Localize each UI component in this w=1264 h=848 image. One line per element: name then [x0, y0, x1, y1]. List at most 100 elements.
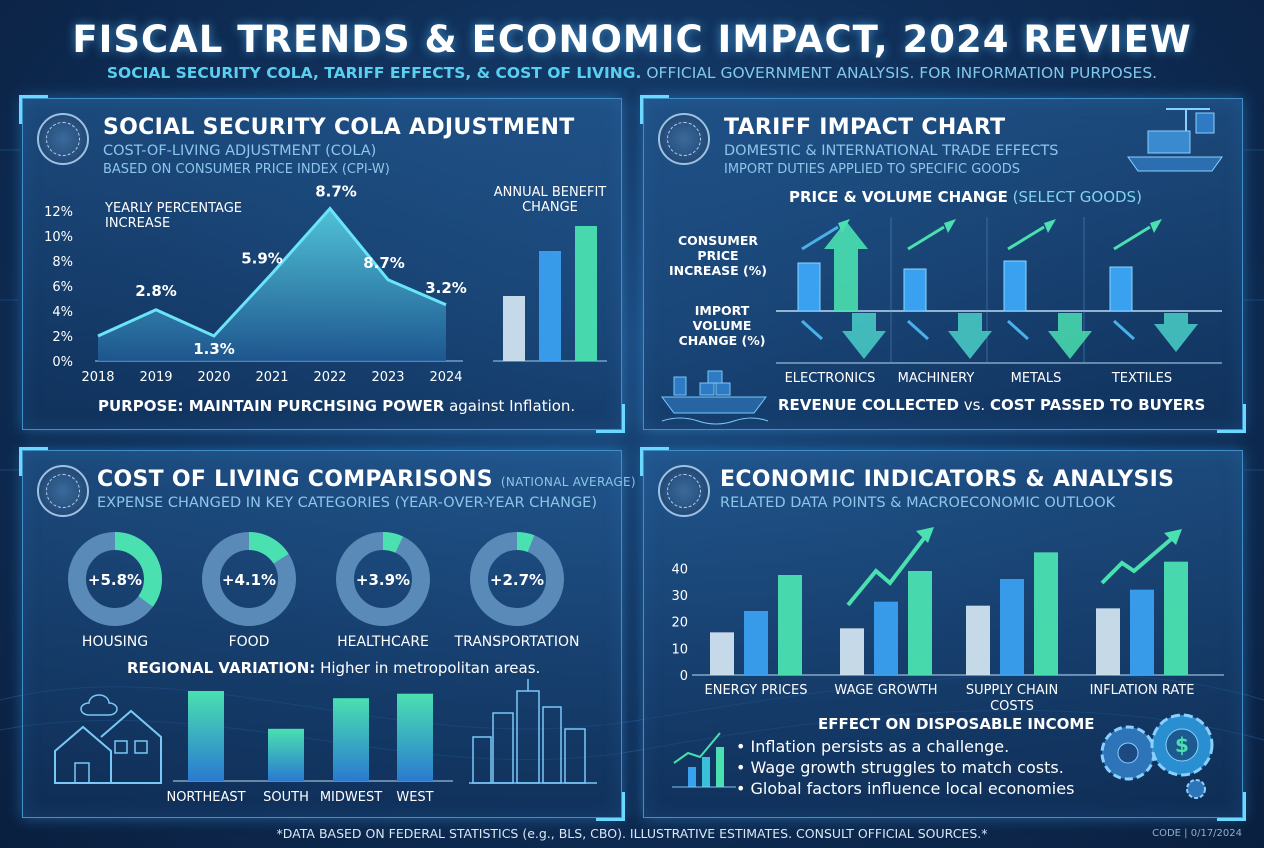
- trend-arrowhead: [1044, 219, 1056, 233]
- government-seal-icon: [658, 113, 710, 165]
- regional-rest: Higher in metropolitan areas.: [320, 659, 541, 677]
- cola-subtitle-2: BASED ON CONSUMER PRICE INDEX (CPI-W): [103, 162, 390, 177]
- effect-bullet: • Global factors influence local economi…: [736, 779, 1075, 798]
- cost-subtitle: EXPENSE CHANGED IN KEY CATEGORIES (YEAR-…: [97, 495, 597, 511]
- revenue-bold-1: REVENUE COLLECTED: [778, 396, 959, 414]
- y-tick-label: 10: [671, 642, 688, 657]
- footer-disclaimer: *DATA BASED ON FEDERAL STATISTICS (e.g.,…: [276, 826, 988, 841]
- trend-arrowhead: [1164, 529, 1182, 545]
- donut-category: FOOD: [229, 634, 270, 650]
- cola-chart-label: YEARLY PERCENTAGE INCREASE: [105, 201, 243, 231]
- data-label: 1.3%: [193, 340, 235, 358]
- trend-down-arrow: [800, 319, 824, 341]
- cola-title: SOCIAL SECURITY COLA ADJUSTMENT: [103, 115, 575, 140]
- region-label: SOUTH: [263, 790, 309, 805]
- indicator-bar: [874, 601, 898, 675]
- y-tick-label: 0: [680, 669, 688, 684]
- x-tick-label: 2018: [81, 370, 114, 385]
- cola-panel: SOCIAL SECURITY COLA ADJUSTMENT COST-OF-…: [19, 95, 625, 433]
- indicator-bar: [1164, 561, 1188, 675]
- trend-up-arrow: [907, 225, 945, 251]
- regional-variation-note: REGIONAL VARIATION: Higher in metropolit…: [127, 659, 540, 677]
- x-tick-label: 2023: [371, 370, 404, 385]
- tariff-subtitle-2: IMPORT DUTIES APPLIED TO SPECIFIC GOODS: [724, 162, 1021, 177]
- indicator-bar: [744, 611, 768, 675]
- donut-value: +5.8%: [88, 571, 142, 589]
- tariff-title: TARIFF IMPACT CHART: [724, 115, 1006, 140]
- trend-arrow: [1100, 533, 1178, 585]
- category-label: MACHINERY: [898, 371, 975, 386]
- tariff-heading-note: (SELECT GOODS): [1012, 188, 1142, 206]
- data-label: 5.9%: [241, 250, 283, 268]
- bullet-text: Global factors influence local economies: [750, 779, 1075, 798]
- y-tick-label: 12%: [44, 205, 73, 220]
- regional-bar: [268, 728, 304, 781]
- regional-bar-chart: NORTHEAST SOUTH MIDWEST WEST: [166, 691, 453, 805]
- effect-title: EFFECT ON DISPOSABLE INCOME: [818, 715, 1095, 733]
- annual-benefit-bar: [503, 296, 525, 361]
- revenue-vs: vs.: [963, 396, 986, 414]
- effect-bullet: • Wage growth struggles to match costs.: [736, 758, 1064, 777]
- cola-area-chart: 0% 2% 4% 6% 8% 10% 12% 2018 2019 2020 2021 2022 2023…: [44, 183, 607, 385]
- y-tick-label: 40: [671, 562, 688, 577]
- subtitle-highlight: SOCIAL SECURITY COLA, TARIFF EFFECTS, & …: [106, 64, 642, 82]
- cargo-ship-small-icon: [661, 370, 769, 425]
- gears-dollar-icon: $: [1100, 713, 1214, 799]
- category-label: SUPPLY CHAIN: [966, 683, 1058, 698]
- annual-benefit-bar: [575, 226, 597, 361]
- volume-down-arrow: [842, 313, 886, 359]
- regional-bar: [333, 698, 369, 781]
- category-label: METALS: [1011, 371, 1062, 386]
- y-tick-label: 10%: [44, 230, 73, 245]
- cost-donut-charts: +5.8% HOUSING +4.1% FOOD +3.9% HEALTHCARE +2.7…: [68, 532, 580, 650]
- annual-benefit-label: ANNUAL BENEFIT CHANGE: [493, 185, 607, 215]
- trend-arrow: [846, 531, 930, 607]
- regional-bold: REGIONAL VARIATION:: [127, 659, 316, 677]
- econ-title: ECONOMIC INDICATORS & ANALYSIS: [720, 467, 1175, 492]
- category-label: COSTS: [990, 699, 1034, 714]
- data-label: 8.7%: [363, 254, 405, 272]
- x-tick-label: 2022: [313, 370, 346, 385]
- trend-up-arrow: [1007, 225, 1045, 251]
- donut-category: HOUSING: [82, 634, 148, 650]
- donut-segment: [68, 532, 162, 626]
- trend-up-arrow: [801, 225, 839, 251]
- data-label: 8.7%: [315, 183, 357, 201]
- donut-category: HEALTHCARE: [337, 634, 429, 650]
- region-label: MIDWEST: [320, 790, 382, 805]
- region-label: WEST: [396, 790, 433, 805]
- trend-up-arrow: [1113, 225, 1151, 251]
- category-label: INFLATION RATE: [1090, 683, 1195, 698]
- annual-benefit-bar: [539, 251, 561, 361]
- cost-title: COST OF LIVING COMPARISONS (NATIONAL AVE…: [97, 467, 636, 492]
- purpose-bold: PURPOSE: MAINTAIN PURCHSING POWER: [98, 397, 445, 415]
- indicator-bar: [908, 571, 932, 675]
- footer-code: CODE | 0/17/2024: [1152, 828, 1242, 839]
- trend-arrowhead: [1150, 219, 1162, 233]
- volume-down-arrow: [1154, 313, 1198, 352]
- x-tick-label: 2021: [255, 370, 288, 385]
- regional-bar: [188, 691, 224, 781]
- data-label: 2.8%: [135, 282, 177, 300]
- indicator-bar: [840, 628, 864, 675]
- economic-indicators-panel: ECONOMIC INDICATORS & ANALYSIS RELATED D…: [640, 447, 1246, 821]
- y-tick-label: 8%: [52, 255, 73, 270]
- houses-icon: [54, 694, 162, 784]
- volume-down-arrow: [1048, 313, 1092, 359]
- trend-down-arrow: [1112, 319, 1136, 341]
- tariff-revenue-note: REVENUE COLLECTED vs. COST PASSED TO BUY…: [778, 396, 1205, 414]
- price-up-arrow: [824, 221, 868, 311]
- volume-down-arrow: [948, 313, 992, 359]
- cola-series-line: [97, 206, 447, 338]
- y-tick-label: 2%: [52, 330, 73, 345]
- cargo-ship-icon: [1127, 108, 1223, 172]
- regional-bar: [397, 693, 433, 781]
- price-bar: [903, 268, 927, 312]
- donut-category: TRANSPORTATION: [454, 634, 580, 650]
- tariff-impact-chart: ELECTRONICS MACHINERY METALS TEXTILES: [776, 217, 1222, 386]
- trend-arrowhead: [944, 219, 956, 233]
- y-tick-label: 0%: [52, 355, 73, 370]
- cola-purpose: PURPOSE: MAINTAIN PURCHSING POWER agains…: [98, 397, 575, 415]
- tariff-panel: TARIFF IMPACT CHART DOMESTIC & INTERNATI…: [640, 95, 1246, 433]
- cost-title-text: COST OF LIVING COMPARISONS: [97, 467, 493, 492]
